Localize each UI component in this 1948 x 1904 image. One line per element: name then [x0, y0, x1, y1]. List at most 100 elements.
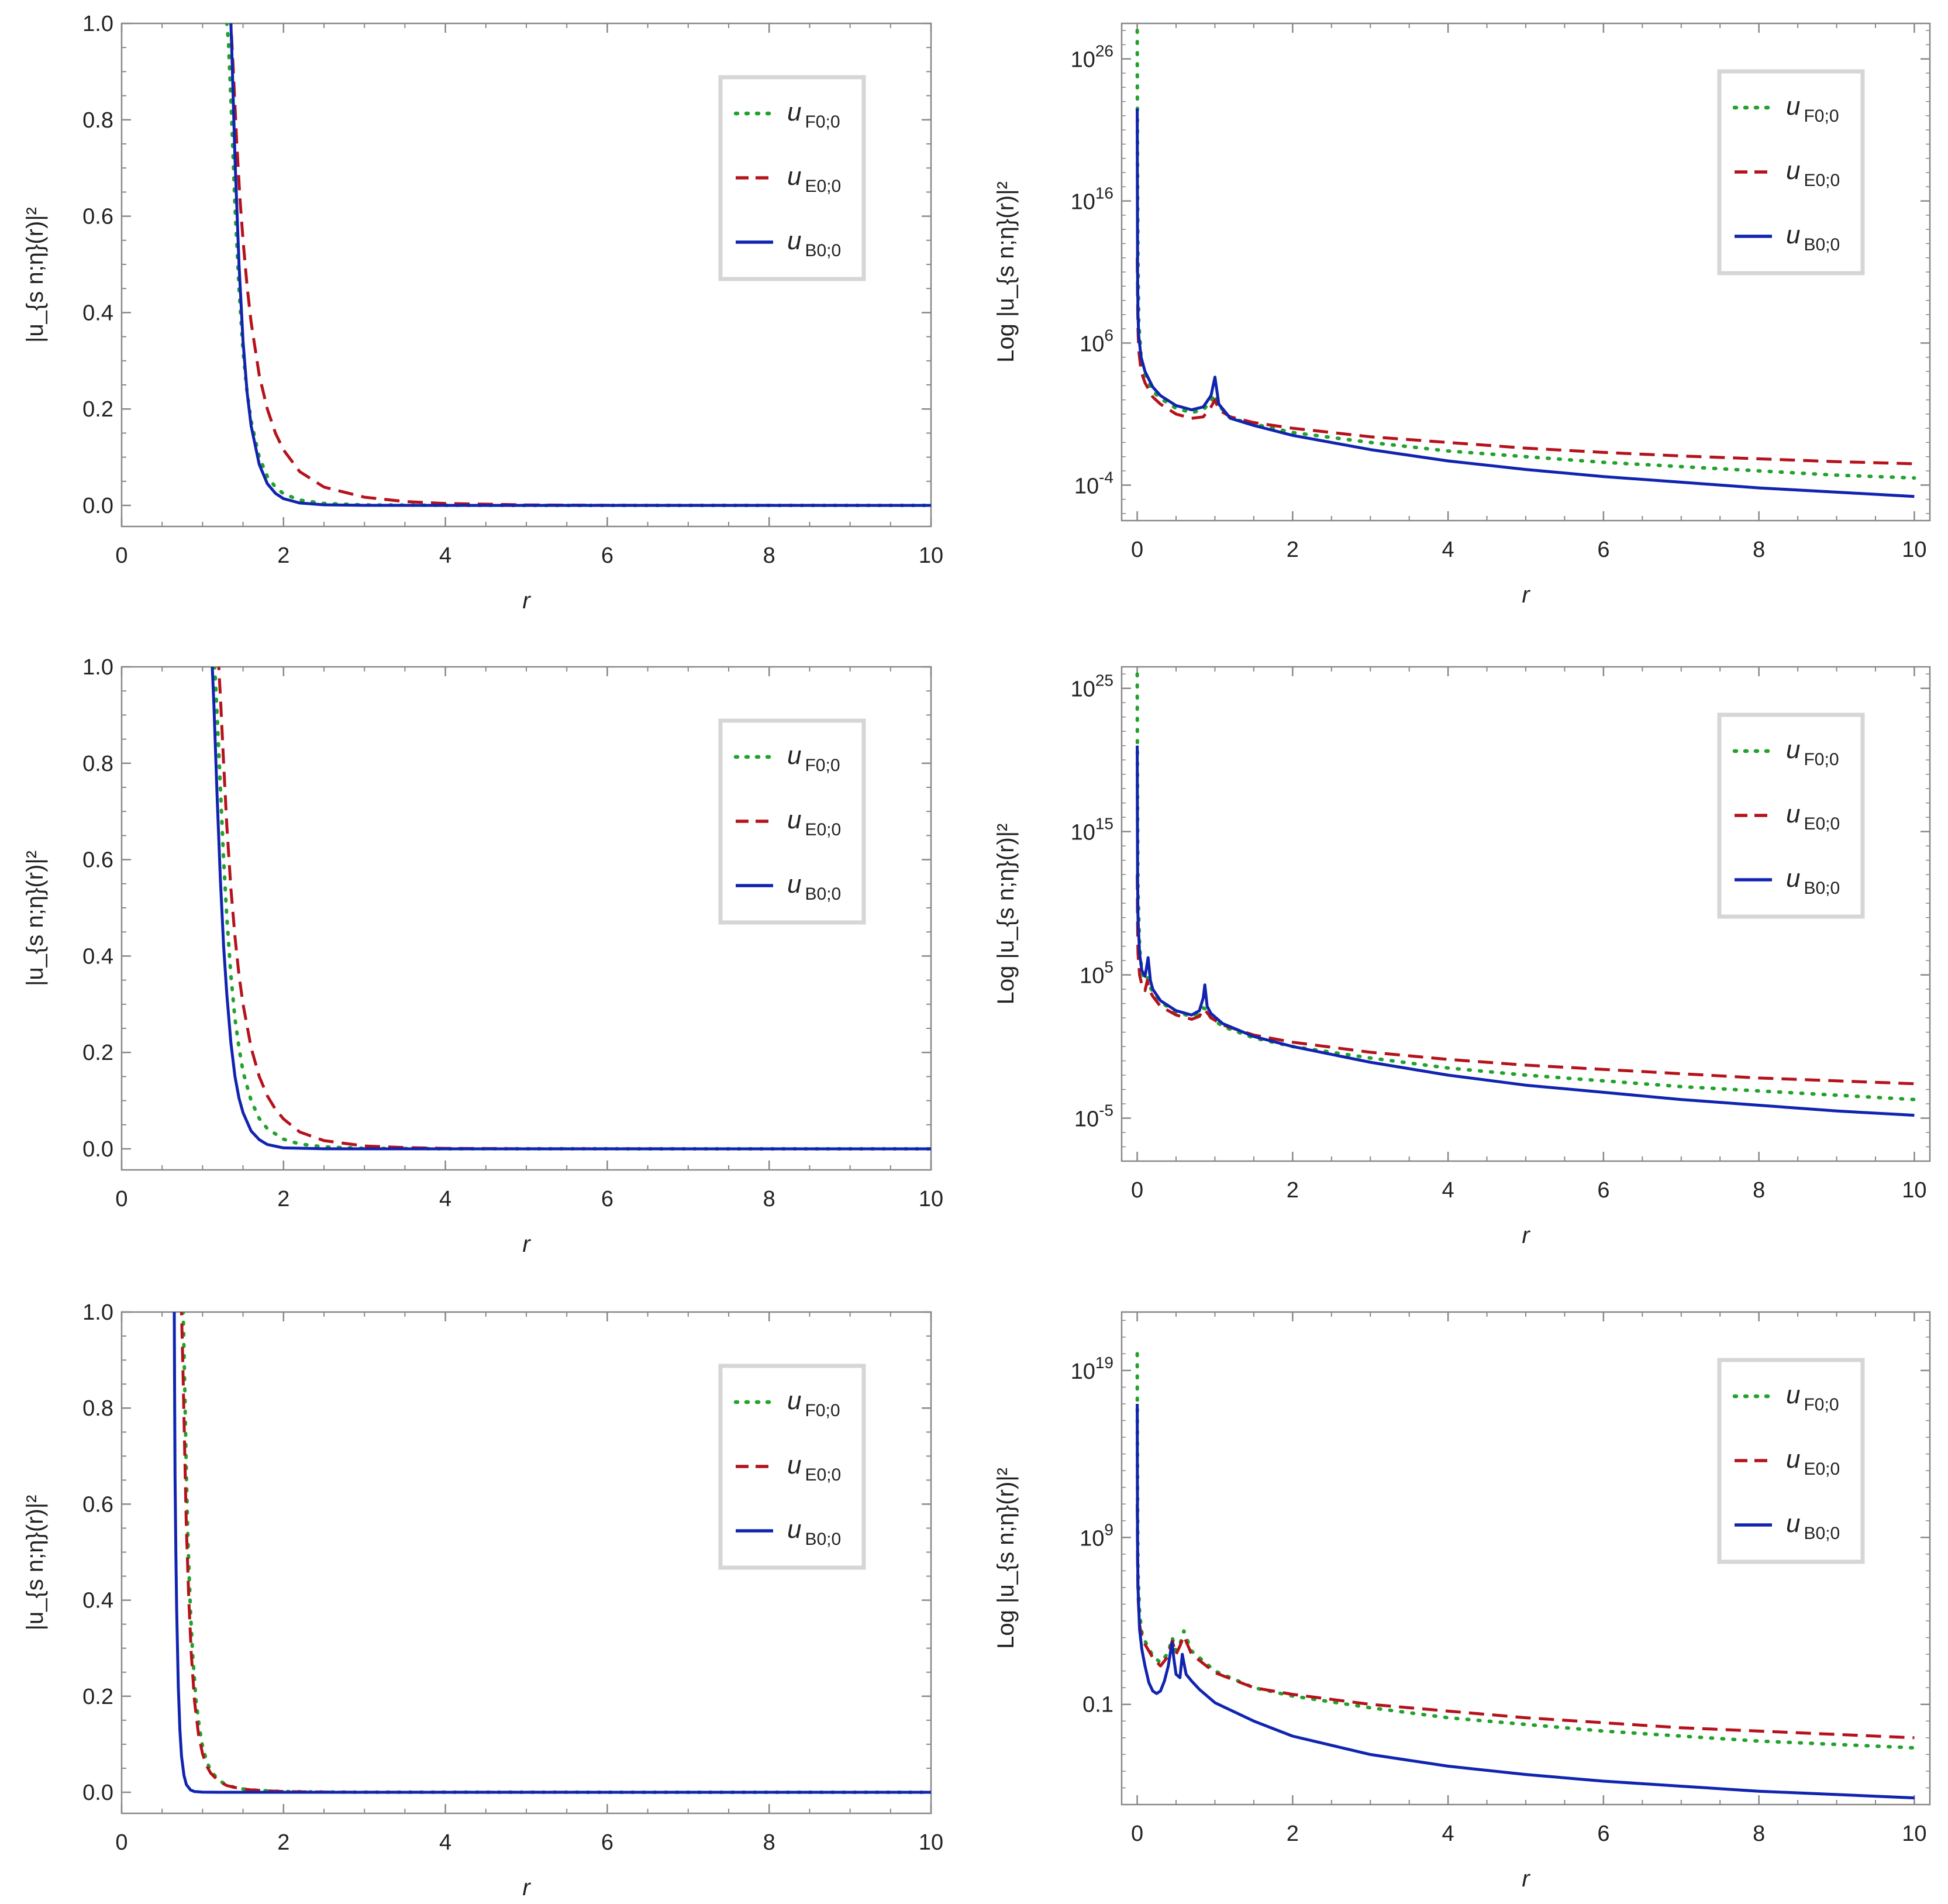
legend-label-uF: u F0;0 [1786, 1380, 1839, 1414]
x-tick-label: 4 [439, 543, 451, 568]
y-axis-label: Log |u_{s n;η}(r)|² [993, 181, 1019, 363]
x-tick-label: 6 [1597, 1822, 1609, 1846]
x-tick-label: 6 [601, 1830, 613, 1855]
series-line-uE [1136, 874, 1915, 1086]
legend-subscript: E0;0 [1804, 171, 1840, 190]
legend: u F0;0 u E0;0 u B0;0 [1717, 69, 1865, 276]
y-tick-base: 10 [1071, 1359, 1095, 1384]
legend: u F0;0 u E0;0 u B0;0 [1717, 712, 1865, 919]
series-line-uB [1136, 745, 1915, 1117]
legend-main: u [1786, 221, 1800, 249]
legend-subscript: B0;0 [805, 241, 841, 260]
x-axis-label: r [522, 1875, 531, 1900]
y-tick-label: 0.2 [82, 1685, 113, 1709]
y-tick-exponent: 5 [1104, 958, 1113, 976]
y-tick-base: 10 [1080, 964, 1104, 989]
legend-label-uB: u B0;0 [1786, 1509, 1840, 1543]
chart-panel: 0 2 4 6 8 10 0.0 0.2 0.4 0.6 0.8 1.0 r |u_{s n;η}(r)|… [22, 12, 943, 614]
series-group [1135, 29, 1916, 498]
y-tick-label: 0.6 [82, 848, 113, 873]
y-tick-label: 1026 [1071, 42, 1113, 73]
series-group [173, 1312, 931, 1794]
legend-label-uE: u E0;0 [787, 162, 841, 196]
y-tick-base: 10 [1071, 677, 1095, 702]
legend-main: u [787, 1386, 801, 1415]
legend-main: u [1786, 864, 1800, 893]
y-tick-exponent: 26 [1095, 42, 1113, 60]
legend-label-uB: u B0;0 [787, 870, 841, 904]
x-tick-label: 0 [1131, 1822, 1143, 1846]
legend-subscript: E0;0 [805, 177, 841, 196]
y-tick-label: 0.8 [82, 1396, 113, 1421]
x-tick-label: 0 [1131, 1178, 1143, 1203]
series-group [1135, 1352, 1916, 1800]
series-line-uB [229, 23, 931, 507]
x-tick-label: 2 [1287, 1178, 1299, 1203]
legend-label-uF: u F0;0 [1786, 735, 1839, 769]
legend-subscript: E0;0 [1804, 1459, 1840, 1479]
legend-label-uF: u F0;0 [1786, 92, 1839, 126]
legend-label-uE: u E0;0 [787, 1451, 841, 1485]
x-tick-label: 6 [1597, 538, 1609, 562]
y-tick-label: 0.0 [82, 494, 113, 518]
legend-main: u [787, 1451, 801, 1479]
x-tick-label: 0 [1131, 538, 1143, 562]
legend-main: u [787, 805, 801, 834]
x-tick-label: 4 [1442, 538, 1454, 562]
y-tick-label: 0.2 [82, 1041, 113, 1065]
legend-main: u [787, 226, 801, 255]
x-tick-label: 0 [115, 1830, 127, 1855]
x-tick-label: 2 [1287, 538, 1299, 562]
y-tick-exponent: 25 [1095, 672, 1113, 690]
series-line-uF [225, 23, 931, 507]
chart-panel: 0 2 4 6 8 10 0.0 0.2 0.4 0.6 0.8 1.0 r |u_{s n;η}(r)|… [22, 1300, 943, 1900]
legend-main: u [787, 741, 801, 770]
legend-label-uB: u B0;0 [1786, 221, 1840, 254]
y-tick-base: 10 [1080, 332, 1104, 356]
x-tick-label: 8 [1753, 1822, 1765, 1846]
x-tick-label: 4 [439, 1187, 451, 1211]
legend-label-uF: u F0;0 [787, 98, 840, 132]
series-line-uB [1136, 1403, 1915, 1800]
legend-subscript: E0;0 [805, 1465, 841, 1485]
legend: u F0;0u E0;0u B0;0 [718, 1364, 866, 1570]
x-tick-label: 4 [1442, 1822, 1454, 1846]
y-tick-exponent: -5 [1099, 1101, 1113, 1120]
y-tick-label: 1025 [1071, 672, 1113, 702]
legend-subscript: E0;0 [1804, 814, 1840, 834]
y-tick-label: 10-5 [1074, 1101, 1113, 1132]
legend-subscript: F0;0 [805, 756, 840, 775]
y-tick-label: 1019 [1071, 1354, 1113, 1384]
legend: u F0;0u E0;0u B0;0 [718, 718, 866, 925]
legend-label-uF: u F0;0 [787, 1386, 840, 1420]
y-tick-label: 0.1 [1082, 1693, 1113, 1717]
legend-box [1717, 712, 1865, 919]
x-tick-label: 6 [601, 1187, 613, 1211]
x-axis-label: r [522, 1231, 531, 1257]
legend-label-uE: u E0;0 [1786, 1445, 1840, 1479]
x-axis-label: r [1522, 1223, 1530, 1248]
x-tick-label: 8 [763, 1187, 775, 1211]
legend-label-uB: u B0;0 [1786, 864, 1840, 898]
legend-subscript: F0;0 [1804, 106, 1839, 126]
y-tick-label: 106 [1080, 326, 1113, 356]
y-tick-base: 10 [1080, 1526, 1104, 1551]
legend-subscript: B0;0 [1804, 879, 1840, 898]
legend-subscript: B0;0 [805, 1530, 841, 1549]
y-tick-base: 10 [1071, 190, 1095, 215]
y-tick-base: 10 [1074, 474, 1099, 498]
x-tick-label: 4 [1442, 1178, 1454, 1203]
y-tick-label: 0.4 [82, 301, 113, 325]
y-tick-label: 1.0 [82, 655, 113, 680]
x-tick-label: 8 [1753, 1178, 1765, 1203]
y-tick-label: 109 [1080, 1520, 1113, 1551]
legend-main: u [787, 98, 801, 126]
series-group [225, 23, 931, 507]
y-tick-label: 0.0 [82, 1781, 113, 1805]
y-tick-label: 1016 [1071, 184, 1113, 215]
y-axis-label: |u_{s n;η}(r)|² [22, 851, 48, 986]
x-tick-label: 8 [763, 543, 775, 568]
